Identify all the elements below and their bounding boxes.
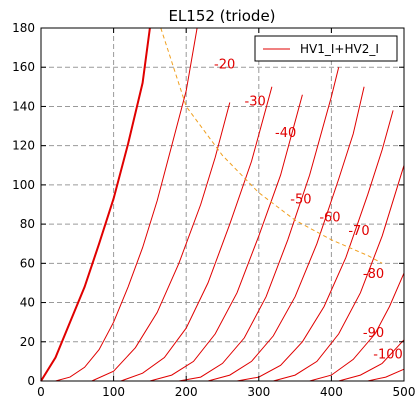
- curve-grid-minus30: [120, 86, 273, 382]
- x-tick-label: 500: [393, 385, 416, 399]
- curve-grid-minus20: [91, 102, 231, 382]
- y-tick-label: 20: [20, 335, 35, 349]
- grid: [41, 28, 404, 381]
- curve-grid-minus90: [309, 272, 405, 382]
- plot-frame: [40, 27, 405, 382]
- x-tick-label: 0: [37, 385, 45, 399]
- axis-ticks: 0 100 200 300 400 500 0 20 40 60 80 100 120 140 160 180: [12, 21, 415, 399]
- y-tick-label: 180: [12, 21, 35, 35]
- y-tick-label: 140: [12, 99, 35, 113]
- x-tick-label: 100: [102, 385, 125, 399]
- x-tick-label: 200: [175, 385, 198, 399]
- curve-grid-0: [40, 27, 151, 382]
- curve-label: -40: [275, 126, 296, 141]
- curve-grid-minus70: [236, 110, 394, 382]
- y-tick-label: 0: [27, 374, 35, 388]
- y-tick-label: 120: [12, 139, 35, 153]
- x-tick-label: 300: [247, 385, 270, 399]
- curve-grid-minus100: [338, 339, 405, 382]
- curve-labels: -20 -30 -40 -50 -60 -70 -80 -90 -100: [214, 57, 403, 362]
- y-tick-label: 80: [20, 217, 35, 231]
- curve-grid-minus80: [273, 165, 405, 382]
- curve-grid-minus60: [207, 86, 365, 382]
- plot-curves: [40, 27, 405, 382]
- curve-label: -60: [319, 210, 340, 225]
- curve-grid-minus50: [178, 67, 340, 382]
- legend: HV1_I+HV2_I: [254, 35, 398, 62]
- curve-label: -30: [245, 95, 266, 110]
- curve-label: -70: [348, 224, 369, 239]
- curve-label: -90: [363, 326, 384, 341]
- curve-grid-minus10: [55, 27, 198, 382]
- curve-grid-minus110: [367, 368, 405, 382]
- y-tick-label: 100: [12, 178, 35, 192]
- y-tick-label: 40: [20, 296, 35, 310]
- curve-label: -20: [214, 57, 235, 72]
- curve-label: -50: [290, 193, 311, 208]
- legend-label: HV1_I+HV2_I: [300, 42, 379, 56]
- curve-label: -80: [363, 267, 384, 282]
- curve-grid-minus40: [149, 94, 303, 382]
- chart-title: EL152 (triode): [168, 7, 275, 25]
- power-limit-curve: [160, 27, 383, 264]
- curve-label: -100: [373, 348, 403, 363]
- y-tick-label: 60: [20, 256, 35, 270]
- x-tick-label: 400: [320, 385, 343, 399]
- y-tick-label: 160: [12, 60, 35, 74]
